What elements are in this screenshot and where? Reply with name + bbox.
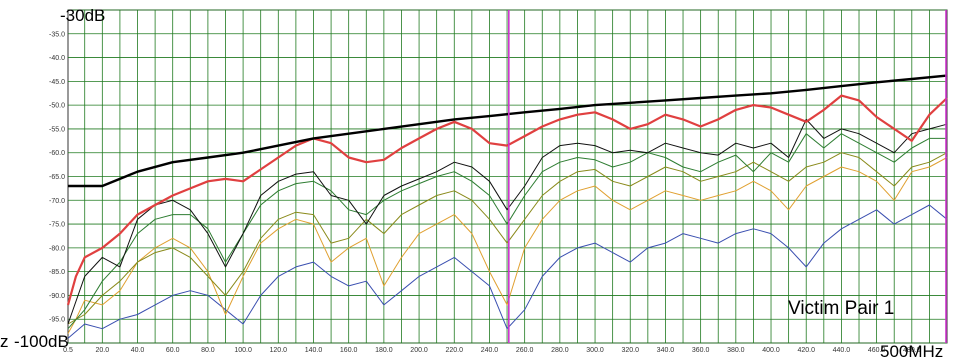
series-line [67, 157, 948, 334]
y-tick-label: -50.0 [49, 103, 65, 110]
x-tick-label: 160.0 [340, 347, 358, 354]
x-tick-label: 280.0 [551, 347, 569, 354]
series-line [67, 152, 948, 325]
y-tick-label: -95.0 [49, 317, 65, 324]
x-tick-label: 40.0 [131, 347, 145, 354]
right-freq-label: 500MHz [880, 342, 943, 359]
x-tick-label: 20.0 [96, 347, 110, 354]
x-tick-label: 0.5 [63, 347, 73, 354]
y-tick-label: -35.0 [49, 31, 65, 38]
y-tick-label: -65.0 [49, 174, 65, 181]
y-tick-label: -60.0 [49, 150, 65, 157]
y-tick-label: -75.0 [49, 222, 65, 229]
y-tick-label: -45.0 [49, 79, 65, 86]
x-tick-label: 300.0 [586, 347, 604, 354]
series-line [67, 204, 948, 339]
y-tick-label: -80.0 [49, 245, 65, 252]
x-tick-label: 180.0 [375, 347, 393, 354]
x-tick-label: 480.0 [903, 347, 921, 354]
x-tick-label: 260.0 [516, 347, 534, 354]
y-tick-label: -40.0 [49, 55, 65, 62]
y-tick-labels: -35.0 -40.0 -45.0 -50.0 -55.0 -60.0 -65.0 -70.0… [49, 31, 65, 323]
x-tick-label: 380.0 [727, 347, 745, 354]
x-tick-label: 440.0 [833, 347, 851, 354]
series-line [67, 133, 947, 330]
x-tick-label: 400.0 [762, 347, 780, 354]
x-tick-label: 240.0 [481, 347, 499, 354]
left-cut-label: z [0, 332, 9, 351]
x-tick-label: 320.0 [621, 347, 639, 354]
victim-pair-label: Victim Pair 1 [788, 298, 894, 319]
x-tick-label: 140.0 [305, 347, 323, 354]
x-tick-label: 120.0 [270, 347, 288, 354]
bottom-db-label: -100dB [14, 332, 69, 351]
x-tick-label: 420.0 [797, 347, 815, 354]
series-line [68, 74, 948, 188]
x-tick-label: 80.0 [201, 347, 215, 354]
series-line [67, 118, 948, 325]
x-tick-label: 340.0 [657, 347, 675, 354]
x-tick-label: 200.0 [410, 347, 428, 354]
y-tick-label: -70.0 [49, 198, 65, 205]
x-tick-label: 60.0 [166, 347, 180, 354]
x-tick-label: 360.0 [692, 347, 710, 354]
marker-layer [508, 10, 947, 343]
x-tick-label: 460.0 [868, 347, 886, 354]
y-tick-label: -85.0 [49, 269, 65, 276]
series-line [66, 94, 948, 306]
x-tick-label: 220.0 [446, 347, 464, 354]
top-db-label: -30dB [60, 6, 105, 25]
x-tick-labels: 0.5 20.0 40.0 60.0 80.0 100.0 120.0 140.0 160.0 1… [63, 347, 921, 354]
y-tick-label: -55.0 [49, 126, 65, 133]
y-tick-label: -90.0 [49, 293, 65, 300]
series-layer [66, 74, 948, 339]
x-tick-label: 100.0 [234, 347, 252, 354]
